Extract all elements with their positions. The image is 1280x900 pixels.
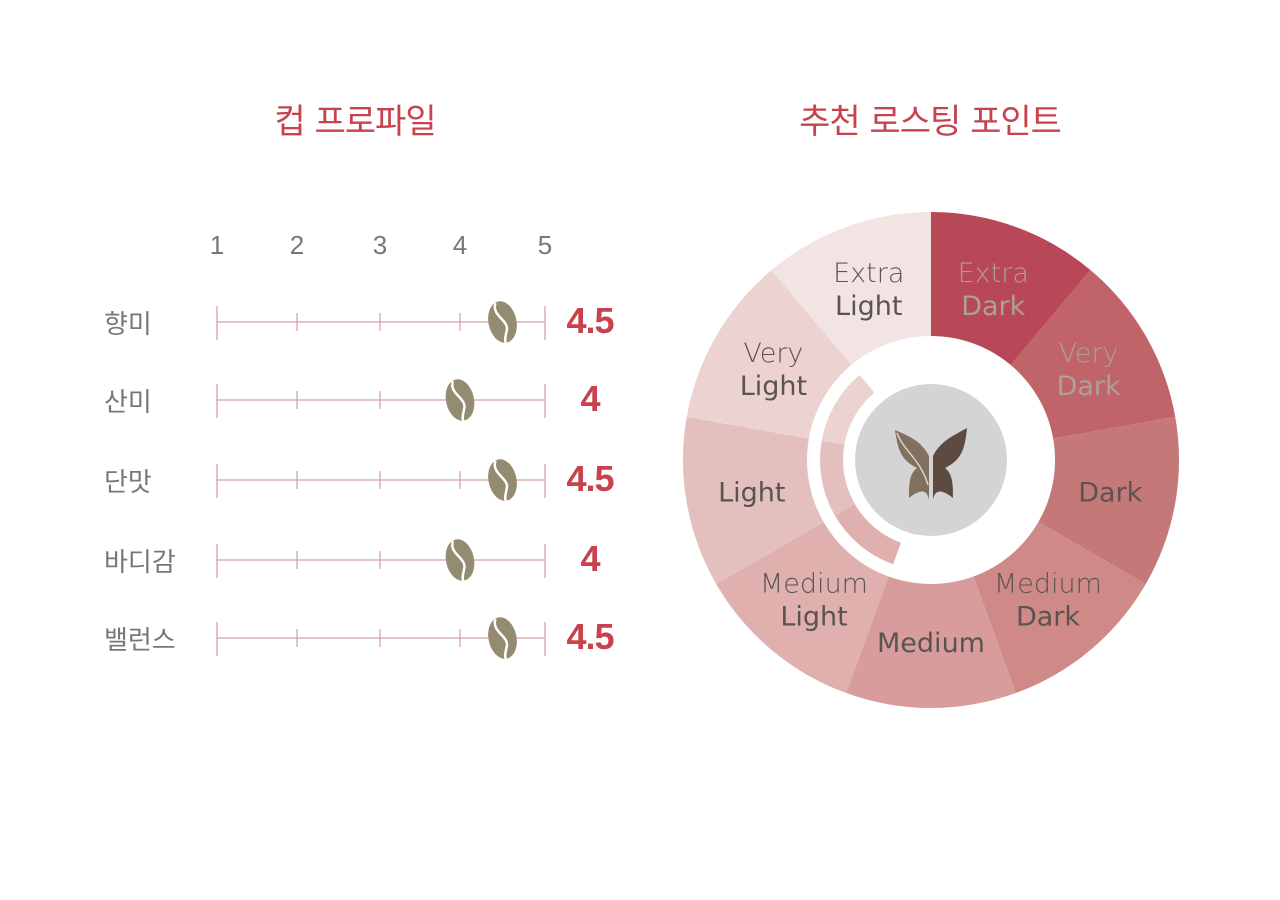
roasting-point-title: 추천 로스팅 포인트 [799,102,1062,142]
profile-scale-line [216,301,546,344]
coffee-bean-icon [445,379,475,422]
recommended-arc-segment [834,504,901,565]
profile-attribute-label: 밸런스 [104,626,176,656]
segment-label: Dark [1057,371,1121,402]
profile-scale-line [216,539,546,582]
profile-value: 4.5 [566,458,614,499]
scale-tick-label: 3 [372,230,388,260]
profile-attribute-label: 산미 [104,388,152,418]
segment-dark [1038,416,1179,584]
segment-extra-light [771,212,931,366]
segment-extra-dark [931,212,1091,366]
segment-medium-light [716,522,889,694]
segment-label: Dark [1078,478,1142,509]
scale-tick-label: 4 [452,230,468,260]
profile-value: 4.5 [566,300,614,341]
center-circle [855,384,1007,536]
profile-attribute-label: 향미 [104,310,152,340]
segment-label: Dark [961,291,1025,322]
profile-value: 4 [580,378,600,419]
segment-label: Extra [833,258,904,289]
profile-row: 밸런스 4.5 [0,608,660,668]
profile-row: 향미 4.5 [0,292,660,352]
profile-attribute-label: 바디감 [104,548,176,578]
recommended-arc-segment [821,374,875,445]
profile-value: 4.5 [566,616,614,657]
profile-attribute-label: 단맛 [104,468,152,498]
segment-label: Medium [760,568,868,599]
scale-tick-label: 5 [537,230,553,260]
profile-row: 산미 4 [0,370,660,430]
segment-very-light [686,270,852,439]
coffee-bean-icon [488,459,517,502]
profile-row: 바디감 4 [0,530,660,590]
profile-scale-line [216,617,546,660]
recommended-arc-segment [820,440,855,516]
segment-label: Light [780,601,847,632]
segment-label: Extra [958,258,1029,289]
segment-label: Dark [1016,601,1080,632]
segment-label: Light [718,478,785,509]
segment-medium-dark [973,522,1146,694]
segment-label: Medium [994,568,1102,599]
profile-value: 4 [580,538,600,579]
coffee-bean-icon [488,301,517,344]
segment-medium [846,576,1016,708]
cup-profile-title: 컵 프로파일 [274,102,436,142]
scale-tick-label: 1 [209,230,225,260]
profile-scale-line [216,379,546,422]
segment-label: Light [740,371,807,402]
segment-light [683,416,824,584]
butterfly-logo-icon [895,428,967,500]
segment-label: Medium [877,628,985,659]
profile-row: 단맛 4.5 [0,450,660,510]
segment-label: Very [743,338,803,369]
segment-very-dark [1010,270,1176,439]
segment-label: Light [835,291,902,322]
segment-label: Very [1059,338,1119,369]
scale-tick-label: 2 [289,230,305,260]
coffee-bean-icon [488,617,517,660]
coffee-bean-icon [445,539,475,582]
profile-scale-line [216,459,546,502]
